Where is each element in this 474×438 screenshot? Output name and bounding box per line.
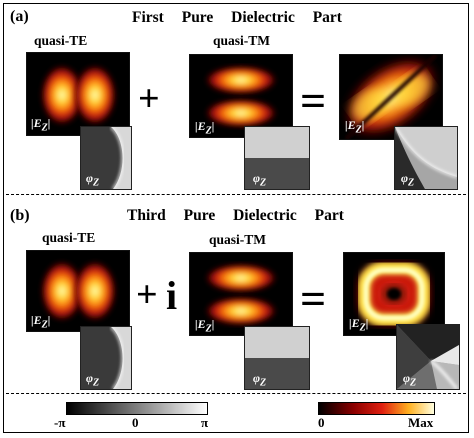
phase-label: φZ bbox=[86, 171, 100, 189]
panel-a-label: (a) bbox=[10, 8, 29, 25]
panel-b-tm-phase-map: φZ bbox=[244, 326, 310, 390]
panel-b-result-phase-map: φZ bbox=[396, 324, 460, 390]
panel-b-plus-operator: + bbox=[136, 274, 158, 316]
panel-b-te-phase-map: φZ bbox=[80, 326, 132, 390]
panel-a-plus-operator: + bbox=[138, 78, 160, 120]
field-label: |EZ| bbox=[31, 313, 51, 331]
panel-a-equals-operator: = bbox=[300, 75, 327, 126]
panel-a-tm-phase-map: φZ bbox=[244, 126, 310, 190]
panel-b-result-field-map: |EZ| bbox=[343, 252, 445, 336]
field-label: |EZ| bbox=[345, 118, 365, 136]
panel-b-te-field-map: |EZ| bbox=[26, 250, 130, 332]
field-label: |EZ| bbox=[349, 316, 369, 334]
phase-label: φZ bbox=[401, 171, 415, 189]
phase-label: φZ bbox=[253, 371, 267, 389]
panel-b-te-label: quasi-TE bbox=[42, 230, 96, 245]
panel-b-imaginary-unit: i bbox=[166, 273, 178, 318]
field-label: |EZ| bbox=[195, 317, 215, 335]
field-label: |EZ| bbox=[31, 116, 51, 134]
panel-b-equals-operator: = bbox=[300, 273, 327, 324]
panel-a-tm-label: quasi-TM bbox=[213, 33, 271, 48]
panel-b-tm-field-map: |EZ| bbox=[189, 252, 293, 336]
phase-label: φZ bbox=[403, 371, 417, 389]
phase-colorbar-min-label: -π bbox=[54, 415, 66, 430]
panel-a-result-phase-map: φZ bbox=[394, 126, 458, 190]
panel-b-title: Third Pure Dielectric Part bbox=[127, 207, 344, 224]
panel-a-te-label: quasi-TE bbox=[34, 33, 88, 48]
phase-label: φZ bbox=[86, 371, 100, 389]
panel-a-title: First Pure Dielectric Part bbox=[132, 9, 342, 26]
phase-colorbar-mid-label: 0 bbox=[132, 415, 139, 430]
panel-a-tm-field-map: |EZ| bbox=[189, 54, 293, 138]
amplitude-colorbar-min-label: 0 bbox=[318, 415, 325, 430]
figure-frame bbox=[3, 3, 469, 433]
panel-a-te-field-map: |EZ| bbox=[26, 52, 130, 136]
panel-a-te-phase-map: φZ bbox=[80, 126, 132, 190]
divider-b-colorbars bbox=[6, 393, 466, 394]
panel-a-result-field-map: |EZ| bbox=[339, 54, 443, 140]
divider-a-b bbox=[6, 194, 466, 195]
phase-colorbar bbox=[66, 402, 208, 415]
amplitude-colorbar bbox=[318, 402, 435, 415]
amplitude-colorbar-max-label: Max bbox=[408, 415, 434, 430]
panel-b-tm-label: quasi-TM bbox=[209, 232, 267, 247]
phase-label: φZ bbox=[253, 171, 267, 189]
panel-b-label: (b) bbox=[10, 207, 30, 224]
phase-colorbar-max-label: π bbox=[201, 415, 209, 430]
field-label: |EZ| bbox=[195, 119, 215, 137]
